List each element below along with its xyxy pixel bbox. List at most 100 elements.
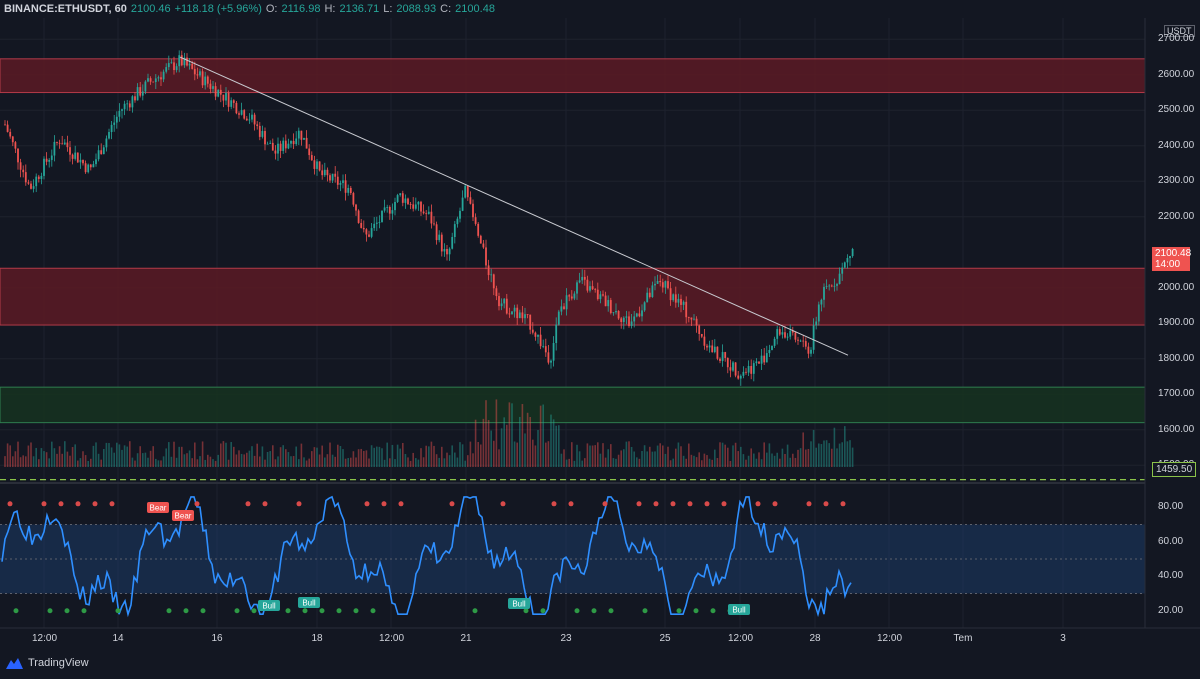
overbought-dot [58, 501, 64, 507]
volume-bar [40, 448, 43, 467]
candle-body [758, 361, 760, 364]
volume-bar [300, 443, 303, 467]
volume-bar [591, 445, 594, 467]
candle-body [271, 142, 274, 151]
candle-body [321, 170, 324, 176]
candle-body [204, 76, 207, 86]
volume-bar [77, 460, 79, 467]
candle-body [173, 62, 175, 71]
candle-body [357, 210, 360, 223]
oversold-dot [693, 608, 699, 614]
candle-body [347, 187, 350, 193]
volume-bar [420, 448, 422, 467]
volume-bar [248, 450, 251, 467]
trendline[interactable] [179, 56, 849, 356]
candle-body [583, 276, 586, 280]
candle-body [329, 175, 331, 181]
symbol-name[interactable]: BINANCE:ETHUSDT, 60 [4, 3, 127, 15]
candle-body [79, 159, 82, 163]
overbought-dot [551, 501, 557, 507]
candle-body [386, 207, 389, 208]
volume-bar [680, 446, 682, 467]
overbought-dot [381, 501, 387, 507]
oversold-dot [472, 608, 478, 614]
volume-bar [810, 441, 812, 467]
volume-bar [162, 456, 165, 467]
volume-bar [402, 442, 404, 467]
candle-body [58, 142, 61, 144]
volume-bar [331, 454, 334, 467]
volume-bar [194, 442, 196, 467]
volume-bar [53, 448, 56, 467]
candle-body [160, 77, 162, 80]
volume-bar [230, 442, 232, 467]
volume-bar [685, 458, 687, 467]
candle-body [401, 193, 404, 203]
candle-body [394, 201, 396, 211]
volume-bar [677, 442, 680, 467]
volume-bar [758, 452, 760, 467]
candle-body [734, 362, 737, 376]
candle-body [625, 316, 628, 318]
overbought-dot [245, 501, 251, 507]
volume-bar [537, 430, 539, 467]
volume-bar [669, 460, 672, 467]
candle-body [193, 68, 196, 75]
candle-body [238, 113, 240, 115]
volume-bar [802, 432, 804, 467]
candle-body [498, 296, 500, 307]
volume-bar [61, 453, 63, 467]
oversold-dot [574, 608, 580, 614]
candle-body [427, 211, 430, 214]
candle-body [253, 114, 256, 125]
volume-bar [552, 419, 555, 467]
tradingview-logo[interactable]: TradingView [4, 654, 89, 672]
volume-bar [768, 443, 771, 467]
candle-body [48, 159, 51, 162]
volume-bar [438, 457, 440, 467]
oscillator-tick-label: 80.00 [1158, 501, 1184, 513]
candle-body [750, 365, 753, 374]
volume-bar [212, 459, 214, 467]
current-price-label: 2100.48 [1155, 248, 1192, 259]
oversold-dot [234, 608, 240, 614]
candle-body [258, 125, 261, 137]
candle-body [664, 281, 667, 288]
overbought-dot [687, 501, 693, 507]
candle-body [339, 182, 342, 185]
price-tick-label: 1800.00 [1158, 352, 1195, 364]
volume-bar [352, 451, 355, 467]
volume-bar [841, 442, 843, 467]
volume-bar [516, 442, 518, 467]
candle-body [529, 314, 532, 330]
candle-body [27, 182, 30, 184]
candle-body [430, 211, 433, 224]
volume-bar [456, 457, 459, 467]
volume-bar [178, 446, 180, 467]
candle-body [121, 109, 123, 111]
candle-body [30, 183, 32, 189]
volume-bar [256, 443, 258, 467]
volume-bar [849, 440, 851, 467]
volume-bar [742, 454, 745, 467]
candle-body [175, 66, 178, 71]
volume-bar [116, 442, 118, 467]
currency-label[interactable]: USDT [1164, 25, 1195, 37]
candle-body [511, 311, 513, 315]
candle-body [563, 306, 565, 310]
candle-body [282, 140, 285, 151]
candle-body [828, 285, 831, 287]
volume-bar [823, 440, 825, 467]
volume-bar [30, 442, 32, 467]
time-tick-label: 16 [211, 633, 223, 644]
volume-bar [290, 456, 292, 467]
candle-body [409, 204, 412, 205]
volume-bar [428, 446, 430, 467]
volume-bar [519, 416, 521, 467]
volume-bar [155, 458, 157, 467]
candle-body [646, 292, 649, 303]
volume-bar [794, 457, 797, 467]
volume-bar [563, 449, 565, 467]
volume-bar [87, 460, 89, 467]
